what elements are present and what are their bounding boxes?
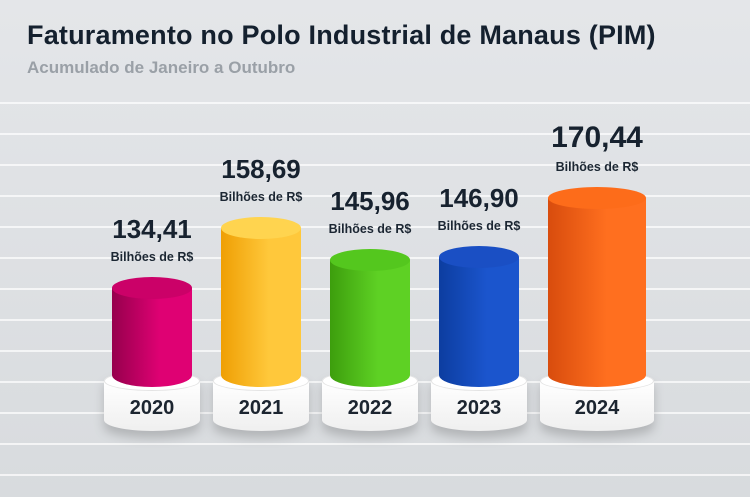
chart-title: Faturamento no Polo Industrial de Manaus… [27, 20, 656, 50]
bar-2020: 134,41 Bilhões de R$ 2020 [104, 214, 200, 431]
cylinder-top-2022 [330, 248, 410, 271]
cylinder-top-2023 [439, 246, 519, 269]
bar-2024: 170,44 Bilhões de R$ 2024 [540, 121, 654, 431]
year-label-2021: 2021 [238, 396, 284, 419]
cylinder-2020 [112, 277, 192, 387]
unit-label-2023: Bilhões de R$ [437, 219, 521, 234]
year-label-2023: 2023 [456, 396, 502, 419]
bar-2021: 158,69 Bilhões de R$ 2021 [213, 154, 309, 431]
year-label-2020: 2020 [129, 396, 175, 419]
cylinder-body-2022 [330, 259, 410, 387]
cylinder-top-2020 [112, 277, 192, 300]
value-label-2022: 145,96 [330, 185, 410, 216]
chart-subtitle: Acumulado de Janeiro a Outubro [27, 58, 296, 77]
cylinder-body-2023 [439, 257, 519, 387]
cylinder-top-2021 [221, 216, 301, 239]
bar-2022: 145,96 Bilhões de R$ 2022 [322, 186, 418, 431]
value-label-2024: 170,44 [551, 121, 643, 155]
cylinder-body-2020 [112, 288, 192, 387]
cylinder-top-2024 [548, 187, 646, 210]
unit-label-2020: Bilhões de R$ [110, 250, 194, 265]
value-label-2021: 158,69 [221, 153, 301, 184]
base-body-2020: 2020 [104, 381, 200, 431]
year-label-2022: 2022 [347, 396, 393, 419]
year-label-2024: 2024 [574, 396, 620, 419]
cylinder-2024 [548, 187, 646, 387]
unit-label-2022: Bilhões de R$ [328, 221, 412, 236]
unit-label-2021: Bilhões de R$ [219, 189, 303, 204]
cylinder-2022 [330, 248, 410, 387]
cylinder-body-2021 [221, 227, 301, 387]
bar-2023: 146,90 Bilhões de R$ 2023 [431, 183, 527, 431]
unit-label-2024: Bilhões de R$ [555, 160, 639, 175]
value-label-2023: 146,90 [439, 183, 519, 214]
cylinder-2021 [221, 216, 301, 387]
value-label-2020: 134,41 [112, 214, 192, 245]
chart-header: Faturamento no Polo Industrial de Manaus… [27, 20, 656, 78]
cylinder-2023 [439, 246, 519, 387]
cylinder-body-2024 [548, 198, 646, 387]
chart-area: 134,41 Bilhões de R$ 2020 158,69 Bilhões… [0, 121, 750, 431]
